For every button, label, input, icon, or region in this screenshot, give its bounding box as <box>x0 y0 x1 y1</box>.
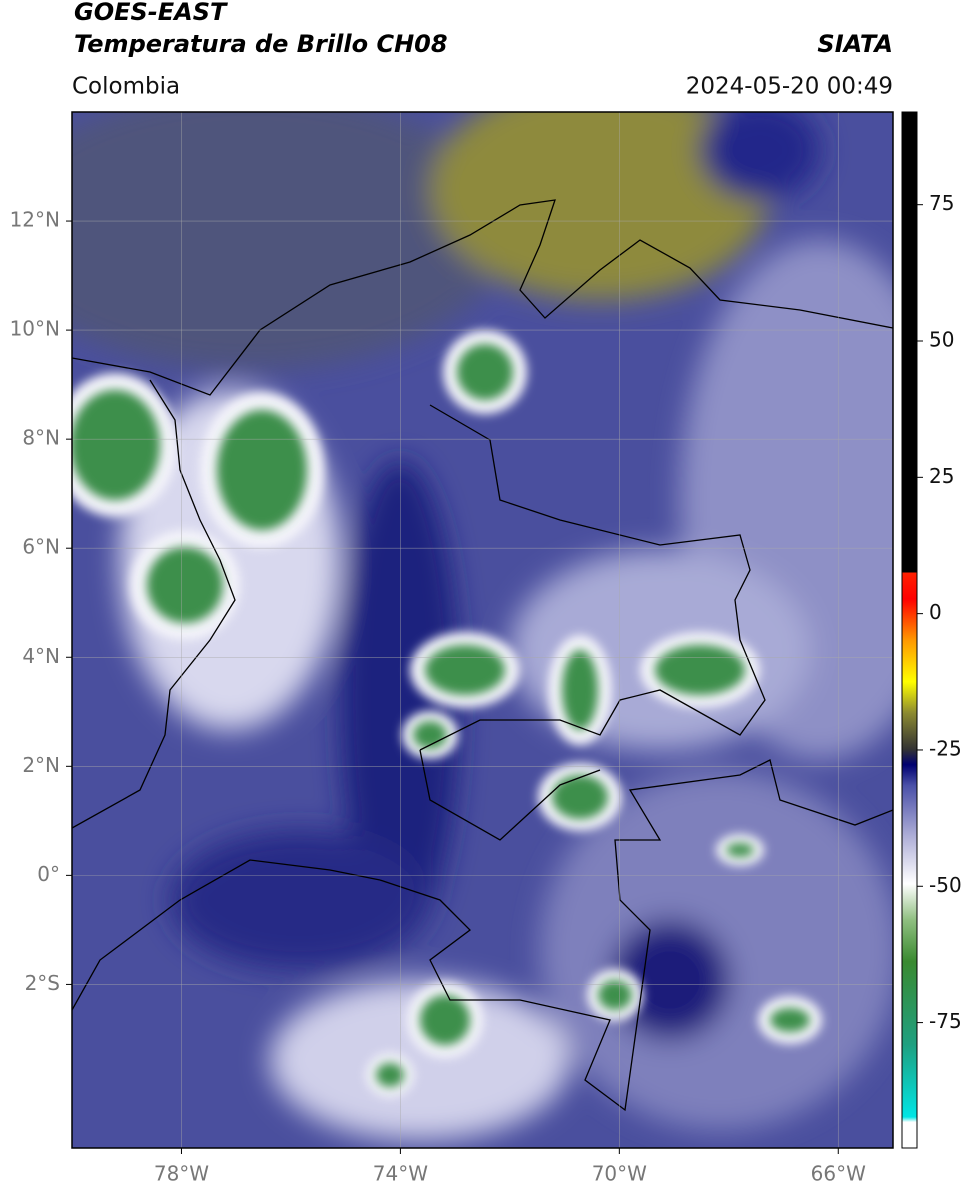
datetime: 2024-05-20 00:49 <box>686 74 893 100</box>
graticule <box>66 112 893 1154</box>
colorbar-tick-label: 0 <box>929 600 942 624</box>
lon-tick-label: 78°W <box>154 1162 209 1186</box>
lat-tick-label: 4°N <box>22 644 60 668</box>
colorbar-tick-label: 75 <box>929 191 954 215</box>
colorbar <box>901 111 918 1149</box>
lon-tick-label: 66°W <box>811 1162 866 1186</box>
colorbar-tick-label: 50 <box>929 328 954 352</box>
subtitle: Temperatura de Brillo CH08 <box>74 30 448 58</box>
colorbar-tick-label: 25 <box>929 464 954 488</box>
satellite-image <box>72 112 893 1148</box>
lon-tick-label: 70°W <box>592 1162 647 1186</box>
lat-tick-label: 0° <box>37 862 60 886</box>
lat-tick-label: 2°S <box>25 971 60 995</box>
map-frame <box>71 111 894 1149</box>
region: Colombia <box>72 74 180 100</box>
lon-tick-label: 74°W <box>373 1162 428 1186</box>
lat-tick-label: 2°N <box>22 753 60 777</box>
lat-tick-label: 12°N <box>10 208 60 232</box>
lat-tick-label: 8°N <box>22 426 60 450</box>
source: SIATA <box>817 30 893 58</box>
colorbar-tick-label: -75 <box>929 1009 962 1033</box>
lat-tick-label: 10°N <box>10 317 60 341</box>
title: GOES-EAST <box>74 0 228 26</box>
lat-tick-label: 6°N <box>22 535 60 559</box>
colorbar-tick-label: -50 <box>929 873 962 897</box>
colorbar-tick-label: -25 <box>929 736 962 760</box>
